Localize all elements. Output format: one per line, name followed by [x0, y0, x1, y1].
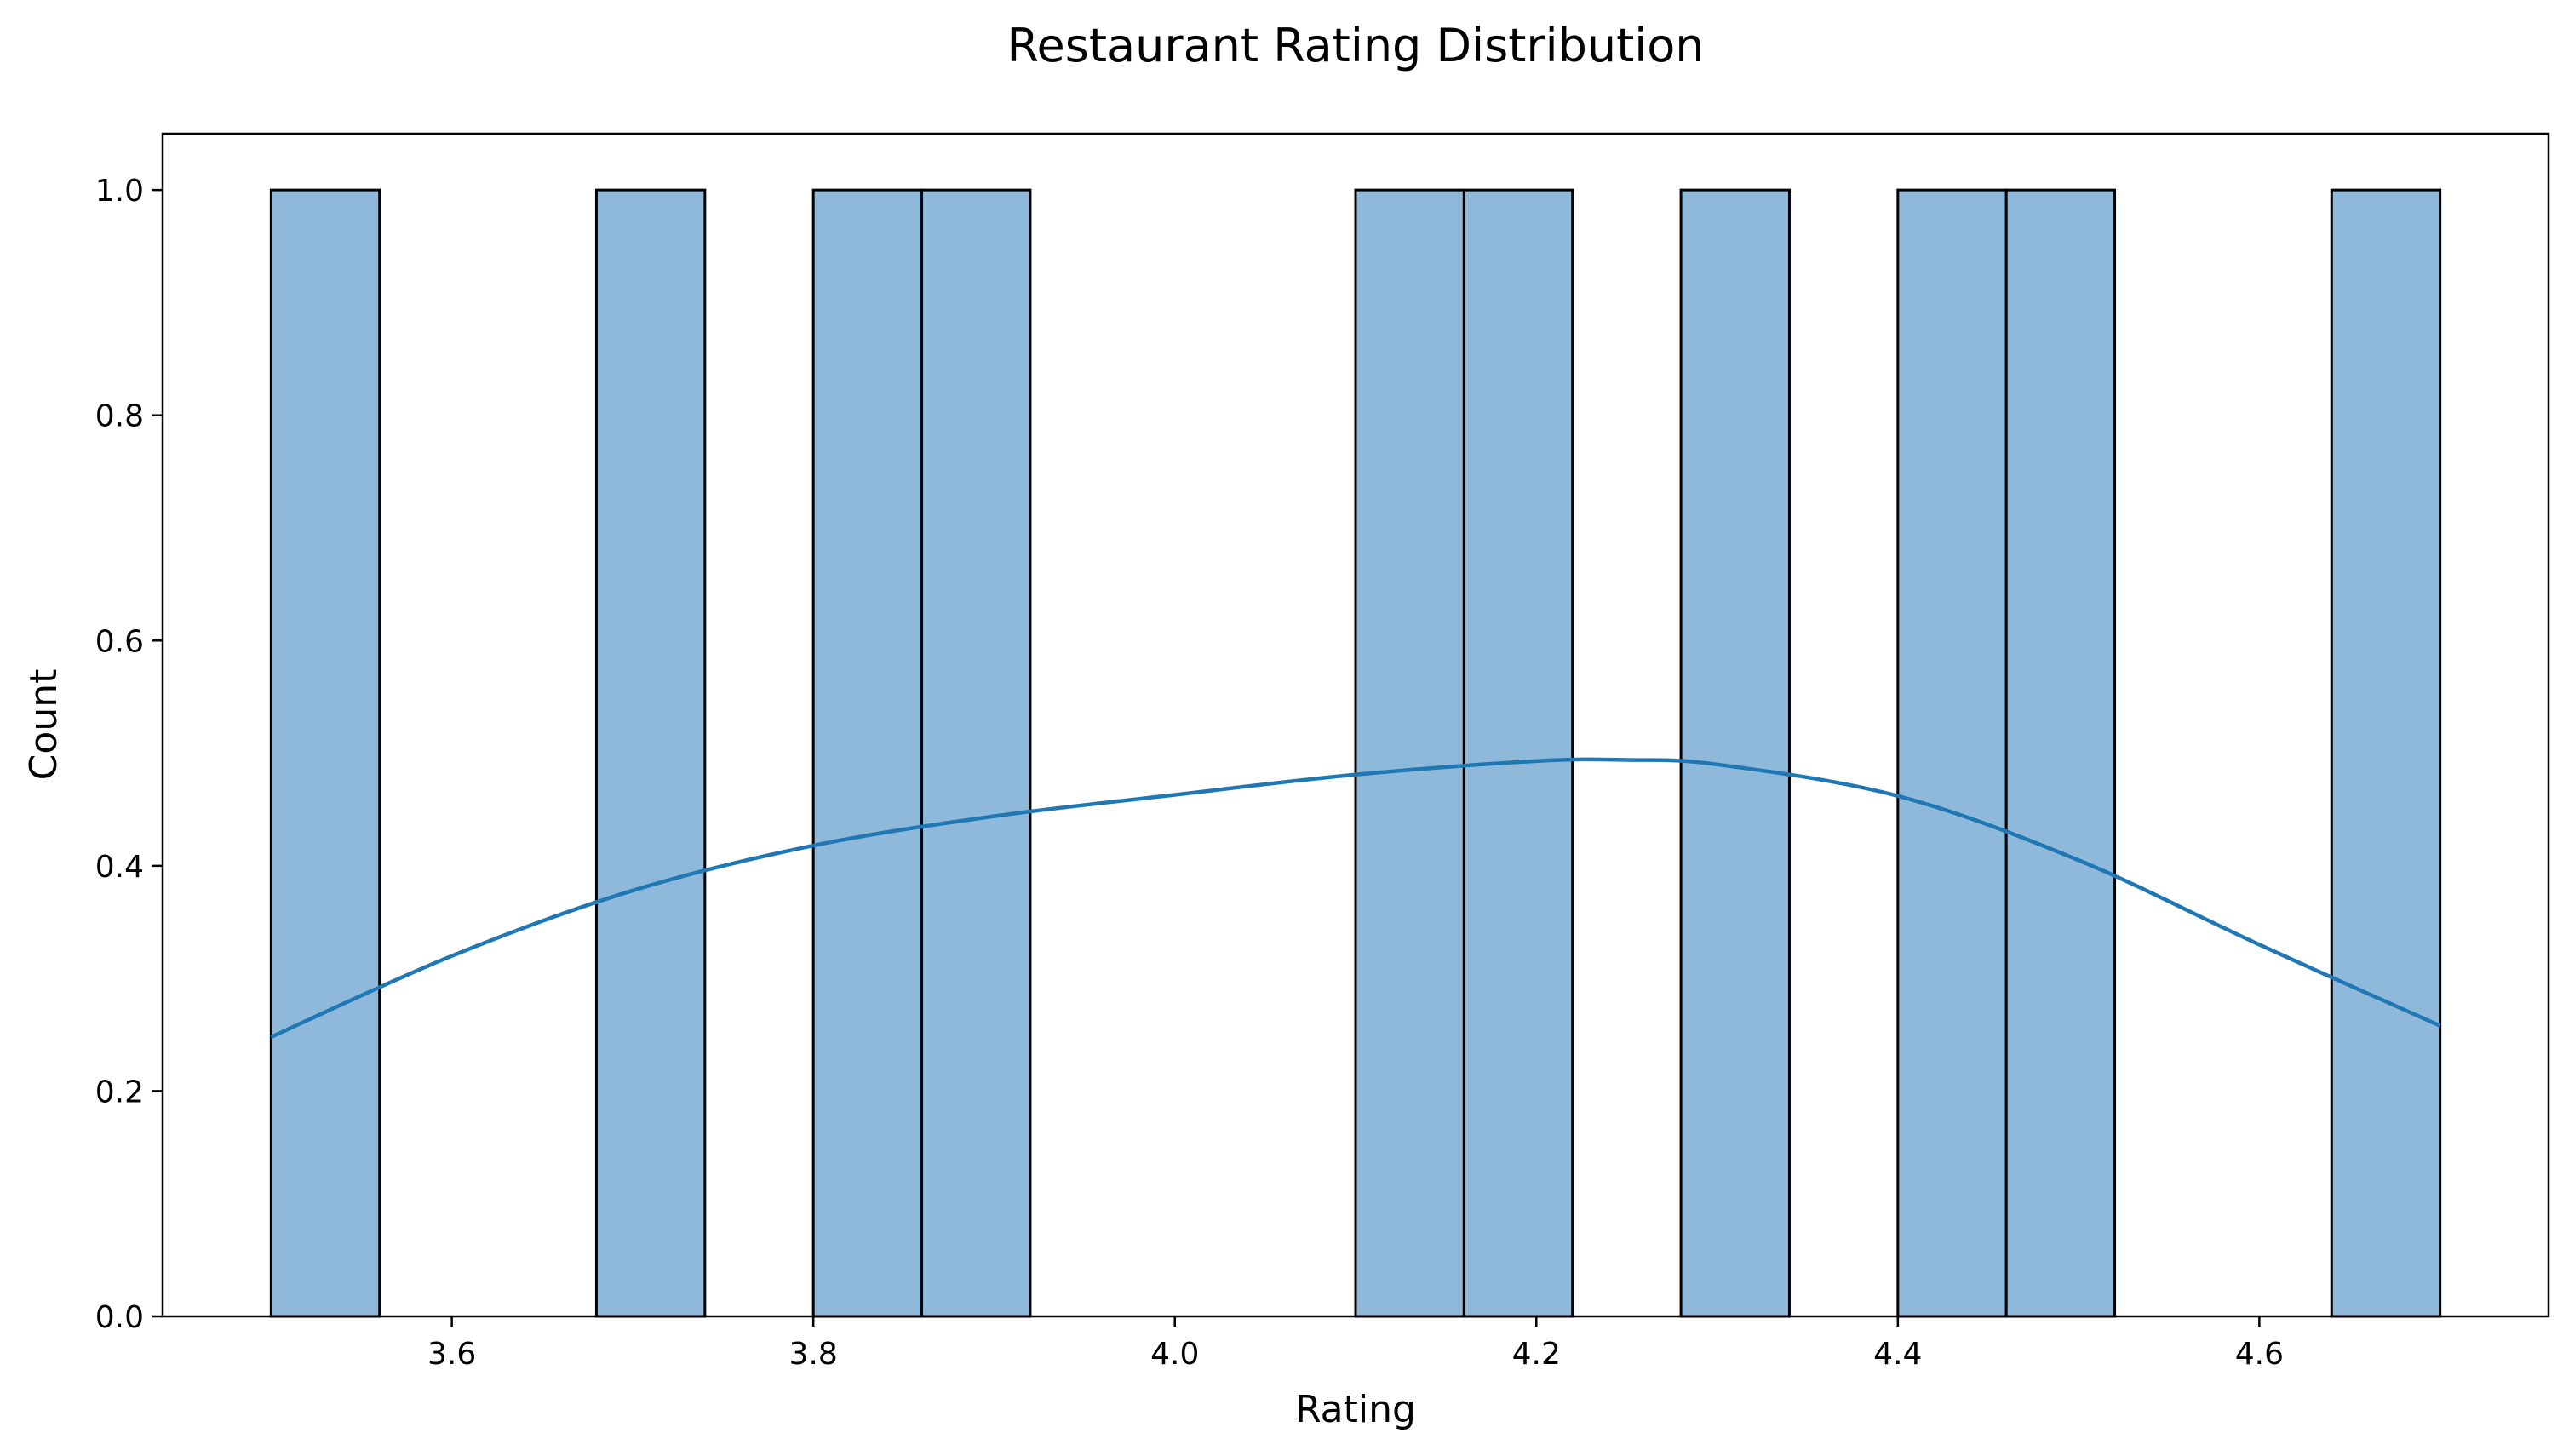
x-axis-label: Rating [1295, 1388, 1416, 1431]
x-tick-label-3: 4.2 [1512, 1337, 1561, 1372]
histogram-bar-5 [1464, 190, 1572, 1316]
y-tick-label-0: 0.0 [95, 1300, 144, 1335]
histogram-bar-3 [922, 190, 1030, 1316]
histogram-bar-2 [813, 190, 921, 1316]
x-tick-label-1: 3.8 [789, 1337, 838, 1372]
histogram-bar-8 [2006, 190, 2114, 1316]
x-tick-label-2: 4.0 [1150, 1337, 1199, 1372]
y-tick-label-1: 0.2 [95, 1075, 144, 1109]
histogram-bar-1 [596, 190, 704, 1316]
y-axis-label: Count [22, 669, 66, 781]
x-tick-label-5: 4.6 [2235, 1337, 2284, 1372]
y-tick-label-3: 0.6 [95, 624, 144, 659]
x-tick-label-0: 3.6 [427, 1337, 476, 1372]
histogram-bar-0 [271, 190, 379, 1316]
y-tick-label-2: 0.4 [95, 850, 144, 885]
histogram-bar-6 [1681, 190, 1789, 1316]
x-tick-label-4: 4.4 [1873, 1337, 1922, 1372]
histogram-bar-9 [2331, 190, 2440, 1316]
histogram-bar-7 [1898, 190, 2006, 1316]
chart-title: Restaurant Rating Distribution [1006, 19, 1704, 72]
bars-layer [271, 190, 2440, 1316]
histogram-bar-4 [1356, 190, 1464, 1316]
y-tick-label-5: 1.0 [95, 174, 144, 209]
y-tick-label-4: 0.8 [95, 399, 144, 434]
